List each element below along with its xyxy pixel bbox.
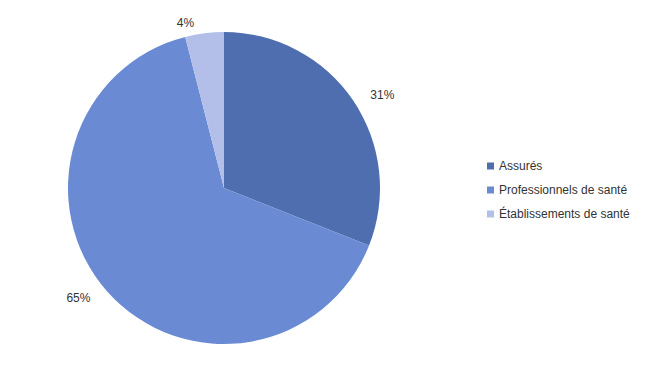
svg-text:31%: 31%: [370, 88, 394, 102]
svg-text:Assurés: Assurés: [499, 159, 542, 173]
svg-text:Établissements de santé: Établissements de santé: [499, 206, 630, 221]
svg-text:65%: 65%: [66, 291, 90, 305]
svg-text:Professionnels de santé: Professionnels de santé: [499, 183, 627, 197]
svg-text:4%: 4%: [177, 16, 195, 30]
